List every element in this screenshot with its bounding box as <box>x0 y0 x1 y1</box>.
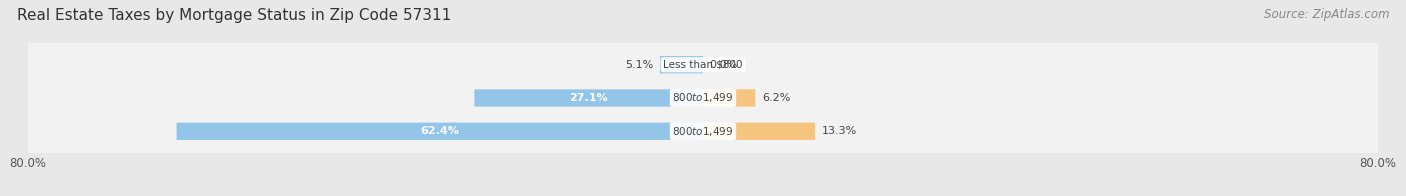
Text: 5.1%: 5.1% <box>626 60 654 70</box>
FancyBboxPatch shape <box>474 89 703 107</box>
Text: 62.4%: 62.4% <box>420 126 460 136</box>
FancyBboxPatch shape <box>27 62 1379 134</box>
FancyBboxPatch shape <box>27 95 1379 168</box>
Text: Real Estate Taxes by Mortgage Status in Zip Code 57311: Real Estate Taxes by Mortgage Status in … <box>17 8 451 23</box>
FancyBboxPatch shape <box>177 123 703 140</box>
Text: Source: ZipAtlas.com: Source: ZipAtlas.com <box>1264 8 1389 21</box>
FancyBboxPatch shape <box>703 89 755 107</box>
FancyBboxPatch shape <box>659 56 703 73</box>
Text: 13.3%: 13.3% <box>823 126 858 136</box>
Text: $800 to $1,499: $800 to $1,499 <box>672 125 734 138</box>
Text: 0.0%: 0.0% <box>710 60 738 70</box>
Text: 27.1%: 27.1% <box>569 93 607 103</box>
Text: 6.2%: 6.2% <box>762 93 790 103</box>
Text: Less than $800: Less than $800 <box>664 60 742 70</box>
FancyBboxPatch shape <box>703 123 815 140</box>
Text: $800 to $1,499: $800 to $1,499 <box>672 92 734 104</box>
FancyBboxPatch shape <box>27 28 1379 101</box>
